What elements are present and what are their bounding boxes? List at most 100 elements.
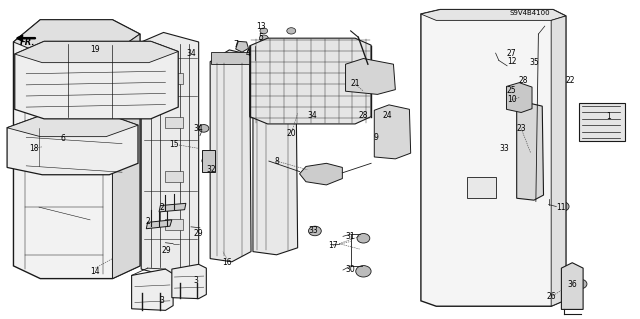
Text: —: — — [172, 241, 179, 247]
Polygon shape — [172, 264, 206, 299]
Ellipse shape — [247, 46, 262, 60]
Polygon shape — [40, 132, 63, 148]
Text: 28: 28 — [358, 111, 368, 120]
Ellipse shape — [221, 229, 240, 243]
Polygon shape — [132, 269, 173, 310]
Polygon shape — [141, 33, 198, 278]
Polygon shape — [253, 51, 296, 64]
Ellipse shape — [524, 130, 537, 138]
Ellipse shape — [13, 64, 26, 73]
Ellipse shape — [170, 92, 179, 100]
Text: 9: 9 — [374, 133, 379, 142]
Polygon shape — [113, 34, 140, 278]
Text: 18: 18 — [29, 144, 38, 153]
Ellipse shape — [35, 270, 43, 275]
Text: 12: 12 — [507, 57, 516, 66]
Ellipse shape — [308, 226, 321, 236]
Polygon shape — [346, 58, 396, 94]
Ellipse shape — [221, 89, 240, 103]
Text: 2: 2 — [145, 217, 150, 226]
Text: 4: 4 — [246, 48, 251, 58]
Polygon shape — [7, 115, 138, 137]
Ellipse shape — [525, 78, 534, 84]
Ellipse shape — [13, 85, 26, 94]
Ellipse shape — [357, 234, 370, 243]
Text: 3: 3 — [160, 296, 164, 305]
Polygon shape — [236, 41, 248, 52]
Text: 33: 33 — [308, 226, 319, 235]
Ellipse shape — [564, 281, 580, 293]
Polygon shape — [421, 10, 566, 20]
Text: 23: 23 — [516, 124, 526, 133]
Ellipse shape — [189, 51, 198, 57]
Ellipse shape — [61, 270, 68, 275]
Ellipse shape — [86, 270, 94, 275]
Ellipse shape — [499, 146, 511, 155]
Text: 2: 2 — [159, 203, 164, 212]
Text: 31: 31 — [346, 232, 355, 241]
Ellipse shape — [221, 65, 240, 79]
Ellipse shape — [221, 175, 240, 189]
Polygon shape — [15, 41, 178, 119]
Ellipse shape — [266, 223, 282, 235]
Polygon shape — [250, 38, 371, 124]
Polygon shape — [506, 83, 532, 113]
Text: 3: 3 — [193, 276, 198, 285]
Ellipse shape — [556, 202, 569, 211]
Ellipse shape — [14, 252, 22, 258]
Text: 26: 26 — [547, 292, 556, 301]
Text: 29: 29 — [194, 229, 204, 238]
Text: 21: 21 — [350, 79, 360, 88]
Bar — [467, 177, 495, 197]
Ellipse shape — [524, 111, 537, 120]
Text: 11: 11 — [557, 203, 566, 212]
Text: 13: 13 — [257, 22, 266, 31]
Ellipse shape — [529, 58, 539, 65]
Ellipse shape — [13, 106, 26, 115]
Text: 14: 14 — [90, 267, 100, 276]
Ellipse shape — [188, 221, 194, 226]
Ellipse shape — [198, 124, 209, 132]
Ellipse shape — [524, 155, 537, 164]
Text: 30: 30 — [346, 264, 356, 274]
Text: 34: 34 — [307, 111, 317, 120]
Ellipse shape — [260, 28, 268, 34]
Ellipse shape — [221, 118, 240, 131]
Ellipse shape — [384, 120, 399, 129]
Polygon shape — [13, 20, 140, 53]
Ellipse shape — [266, 160, 282, 172]
Text: S9V4B4100: S9V4B4100 — [509, 11, 550, 16]
Text: 6: 6 — [61, 134, 66, 143]
Polygon shape — [300, 163, 342, 185]
Ellipse shape — [511, 92, 527, 103]
Bar — [166, 117, 183, 128]
Ellipse shape — [14, 195, 22, 200]
Ellipse shape — [221, 146, 240, 160]
Ellipse shape — [384, 133, 399, 142]
Text: 34: 34 — [186, 48, 196, 58]
Text: 15: 15 — [170, 140, 179, 149]
Polygon shape — [159, 203, 186, 212]
Text: 22: 22 — [566, 76, 575, 85]
Ellipse shape — [202, 156, 214, 165]
Text: 20: 20 — [287, 129, 296, 138]
Polygon shape — [13, 20, 140, 278]
Bar — [579, 103, 625, 141]
Text: 32: 32 — [207, 165, 216, 174]
Ellipse shape — [266, 71, 282, 83]
Text: 36: 36 — [568, 280, 577, 289]
Ellipse shape — [384, 109, 399, 118]
Ellipse shape — [507, 57, 522, 68]
Ellipse shape — [379, 110, 389, 117]
Polygon shape — [210, 50, 251, 262]
Polygon shape — [561, 263, 583, 309]
Text: 25: 25 — [507, 86, 516, 95]
Text: 35: 35 — [529, 58, 539, 67]
Polygon shape — [202, 150, 214, 172]
Ellipse shape — [309, 109, 318, 116]
Polygon shape — [421, 10, 566, 306]
Ellipse shape — [259, 35, 268, 41]
Polygon shape — [7, 115, 138, 175]
Text: 24: 24 — [382, 111, 392, 120]
Bar — [166, 219, 183, 230]
